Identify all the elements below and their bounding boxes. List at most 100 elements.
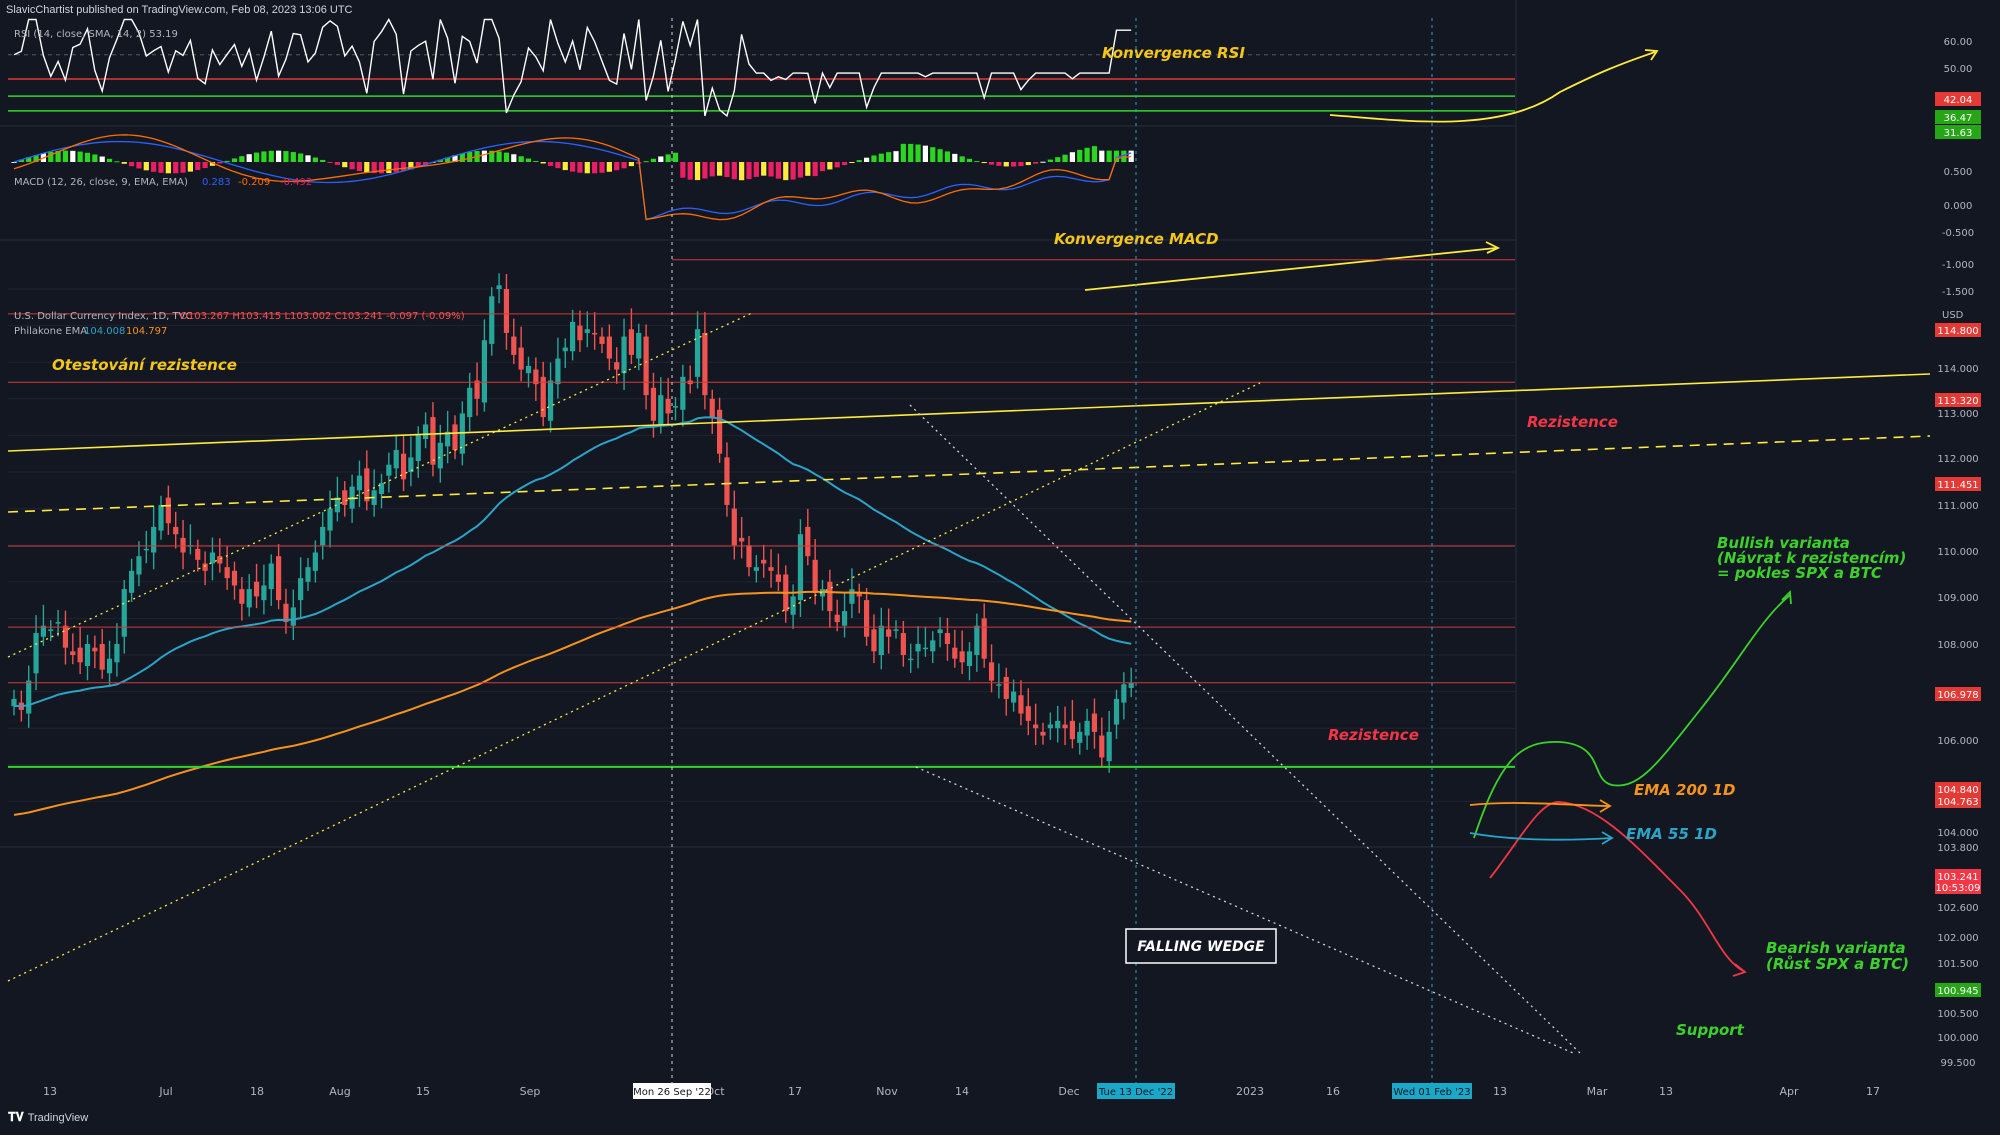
macd-histogram-bar [996,162,1002,166]
candle-body [356,475,363,491]
candle-body [694,329,701,377]
macd-histogram-bar [834,162,840,168]
macd-histogram-bar [849,162,855,163]
candle-body [739,537,745,542]
candle-body [577,325,583,341]
macd-histogram-bar [643,161,649,163]
macd-histogram-bar [378,162,385,174]
macd-pane: Konvergence MACD [11,134,1501,291]
candle-body [474,380,480,399]
macd-histogram-bar [650,158,657,162]
candle-body [1106,731,1112,762]
macd-histogram-bar [129,162,135,167]
bullish-arrow [1781,589,1792,605]
candle-body [408,457,414,472]
macd-histogram-bar [1121,150,1127,162]
label-ema200: EMA 200 1D [1634,781,1735,799]
price-tag-bg [1935,393,1981,407]
candle-body [922,647,928,650]
candle-body [621,336,627,374]
candle-body [1040,731,1046,736]
rsi-convergence-arrowhead [1644,49,1659,61]
candle-body [731,508,737,546]
candle-body [503,289,510,333]
macd-histogram-bar [562,162,568,171]
candle-body [1128,682,1134,688]
candle-body [643,336,649,396]
candle-body [893,629,899,631]
channel-lower-dotted [7,382,1261,982]
price-tick: 114.000 [1937,364,1978,375]
candle-body [614,362,620,370]
macd-histogram-bar [584,162,590,174]
candle-body [665,398,671,414]
macd-histogram-bar [525,158,532,162]
candle-body [26,680,32,714]
macd-histogram-bar [1069,152,1075,162]
candle-body [1011,691,1017,703]
time-highlight-bg [633,1083,711,1099]
macd-convergence-trend [1084,247,1497,291]
macd-histogram-bar [1018,162,1024,167]
macd-histogram-bar [459,153,465,162]
macd-histogram-bar [11,162,17,163]
macd-histogram-bar [92,154,98,162]
candle-body [856,592,862,597]
macd-histogram-bar [33,155,39,162]
candle-body [1025,706,1031,721]
macd-histogram-bar [805,162,811,176]
bearish-path [1489,801,1746,973]
tradingview-footer[interactable]: 𝐓𝐕 TradingView [8,1110,88,1125]
ema-55-line [13,416,1132,708]
macd-convergence-arrowhead [1485,241,1501,254]
macd-histogram-bar [915,144,921,162]
candle-body [48,629,54,631]
macd-histogram-bar [893,151,899,162]
macd-histogram-bar [680,162,686,178]
candle-body [55,622,61,624]
macd-histogram-bar [261,151,267,162]
main-legend: U.S. Dollar Currency Index, 1D, TVC [14,311,192,322]
macd-histogram-bar [621,162,627,169]
price-tag-bg [1935,880,1981,894]
macd-histogram-bar [1128,150,1134,162]
candle-body [878,625,884,655]
candle-body [415,435,421,462]
macd-histogram-bar [819,162,826,172]
time-label: 17 [788,1085,802,1098]
time-highlight-bg [1097,1083,1175,1099]
price-tick: 111.000 [1937,501,1978,512]
macd-histogram-bar [908,143,914,162]
macd-histogram-bar [305,155,311,162]
candle-body [165,497,171,524]
macd-histogram-bar [276,150,282,162]
price-tick: 109.000 [1937,593,1978,604]
candle-body [136,556,142,575]
macd-histogram-bar [503,152,510,162]
label-resistance-1: Rezistence [1527,413,1618,431]
candle-body [974,625,980,655]
time-label: Dec [1058,1085,1079,1098]
macd-histogram-bar [415,162,421,168]
candle-body [672,406,679,408]
macd-histogram-bar [717,162,723,176]
macd-histogram-bar [202,162,208,169]
macd-histogram-bar [437,159,443,162]
macd-histogram-bar [665,154,671,162]
bullish-path [1473,594,1791,839]
macd-histogram-bar [988,162,995,165]
candle-body [702,332,708,396]
macd-histogram-bar [1062,154,1068,162]
candle-body [62,625,69,648]
candle-body [437,442,443,469]
candle-body [430,417,436,465]
macd-tick: 0.500 [1944,167,1973,178]
candle-body [746,545,752,568]
label-macd-convergence: Konvergence MACD [1054,230,1219,248]
macd-line [13,140,1132,221]
macd-histogram-bar [606,162,612,172]
macd-histogram-bar [253,152,260,162]
macd-histogram-bar [937,149,943,162]
